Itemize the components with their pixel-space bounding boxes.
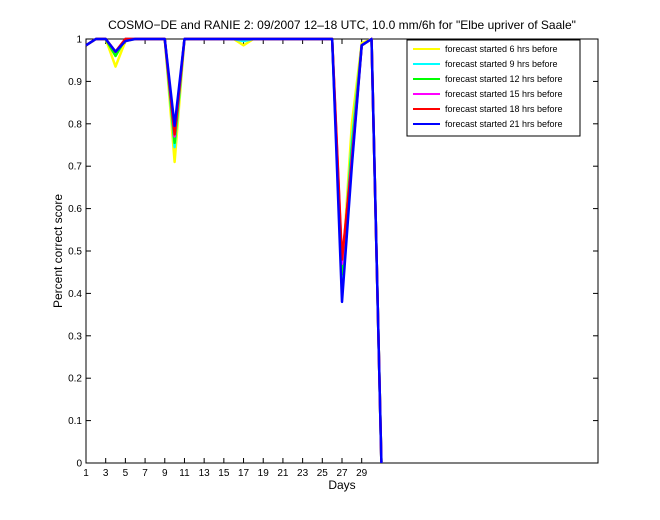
chart-title: COSMO−DE and RANIE 2: 09/2007 12–18 UTC,… [108, 18, 576, 32]
data-series [85, 37, 383, 464]
legend-box [406, 39, 581, 137]
x-tick-label: 27 [336, 468, 348, 479]
chart-legend: forecast started 6 hrs before forecast st… [406, 39, 581, 137]
x-tick-label: 25 [317, 468, 329, 479]
y-tick-label: 0.5 [68, 247, 82, 258]
legend-label: forecast started 21 hrs before [445, 119, 563, 129]
x-tick-label: 17 [238, 468, 250, 479]
legend-label: forecast started 18 hrs before [445, 104, 563, 114]
y-axis-label: Percent correct score [51, 194, 65, 308]
x-tick-label: 9 [162, 468, 168, 479]
legend-label: forecast started 9 hrs before [445, 59, 558, 69]
x-tick-label: 1 [83, 468, 89, 479]
y-tick-label: 0.4 [68, 289, 82, 300]
y-tick-label: 0.6 [68, 204, 82, 215]
legend-label: forecast started 12 hrs before [445, 74, 563, 84]
legend-label: forecast started 6 hrs before [445, 44, 558, 54]
x-tick-label: 3 [103, 468, 109, 479]
x-tick-label: 23 [297, 468, 309, 479]
x-tick-label: 15 [218, 468, 230, 479]
y-tick-label: 0.7 [68, 162, 82, 173]
x-axis-label: Days [328, 478, 355, 492]
x-tick-label: 13 [199, 468, 211, 479]
y-tick-label: 0.9 [68, 77, 82, 88]
y-tick-label: 0.2 [68, 374, 82, 385]
x-tick-label: 19 [258, 468, 270, 479]
x-tick-label: 5 [123, 468, 129, 479]
y-tick-label: 0.8 [68, 119, 82, 130]
x-tick-label: 11 [179, 468, 190, 479]
y-tick-label: 0.1 [68, 416, 82, 427]
y-tick-label: 0 [76, 459, 82, 470]
legend-label: forecast started 15 hrs before [445, 89, 563, 99]
x-tick-label: 7 [142, 468, 148, 479]
x-tick-label: 21 [277, 468, 289, 479]
x-tick-label: 29 [356, 468, 368, 479]
y-tick-label: 0.3 [68, 331, 82, 342]
series-line [85, 37, 383, 464]
y-tick-label: 1 [76, 35, 82, 46]
